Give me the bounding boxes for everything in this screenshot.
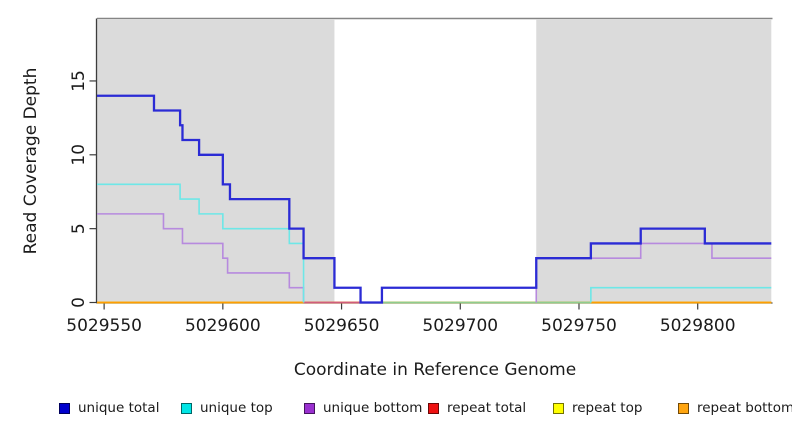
legend-label: unique top <box>200 400 273 416</box>
legend-label: repeat top <box>572 400 643 416</box>
legend-swatch-icon <box>678 402 689 414</box>
series-line-unique-top <box>97 183 305 303</box>
series-line-unique-total <box>97 94 772 304</box>
x-tick-label: 5029700 <box>422 316 498 336</box>
x-tick-label: 5029750 <box>541 316 617 336</box>
x-tick-label: 5029550 <box>66 316 142 336</box>
shaded-region-1 <box>536 19 772 303</box>
legend-swatch-icon <box>304 402 315 414</box>
legend-item-repeat-bottom: repeat bottom <box>678 400 792 416</box>
y-tick-label: 5 <box>69 223 89 234</box>
legend-swatch-icon <box>181 402 192 414</box>
y-axis-title: Read Coverage Depth <box>21 67 41 255</box>
legend-item-repeat-top: repeat top <box>553 400 643 416</box>
shaded-region-0 <box>97 19 335 303</box>
x-axis-title: Coordinate in Reference Genome <box>293 360 577 380</box>
legend-label: repeat bottom <box>697 400 792 416</box>
legend-item-unique-top: unique top <box>181 400 273 416</box>
legend-swatch-icon <box>59 402 70 414</box>
y-tick-label: 15 <box>69 70 89 92</box>
series-line-unique-top <box>590 286 772 303</box>
legend-swatch-icon <box>428 402 439 414</box>
legend-label: unique bottom <box>323 400 423 416</box>
plot-area: 0 5 10 15 5029550 5029600 5029650 5029700 502975… <box>66 17 773 336</box>
y-tick-label: 0 <box>69 297 89 308</box>
series-line-unique-bottom <box>97 213 305 303</box>
x-tick-label: 5029650 <box>304 316 380 336</box>
x-tick-label: 5029800 <box>660 316 736 336</box>
legend-item-unique-total: unique total <box>59 400 160 416</box>
legend-swatch-icon <box>553 402 564 414</box>
legend-label: repeat total <box>447 400 527 416</box>
legend-label: unique total <box>78 400 160 416</box>
legend-item-unique-bottom: unique bottom <box>304 400 423 416</box>
x-tick-label: 5029600 <box>185 316 261 336</box>
y-tick-label: 10 <box>69 144 89 166</box>
legend-item-repeat-total: repeat total <box>428 400 527 416</box>
